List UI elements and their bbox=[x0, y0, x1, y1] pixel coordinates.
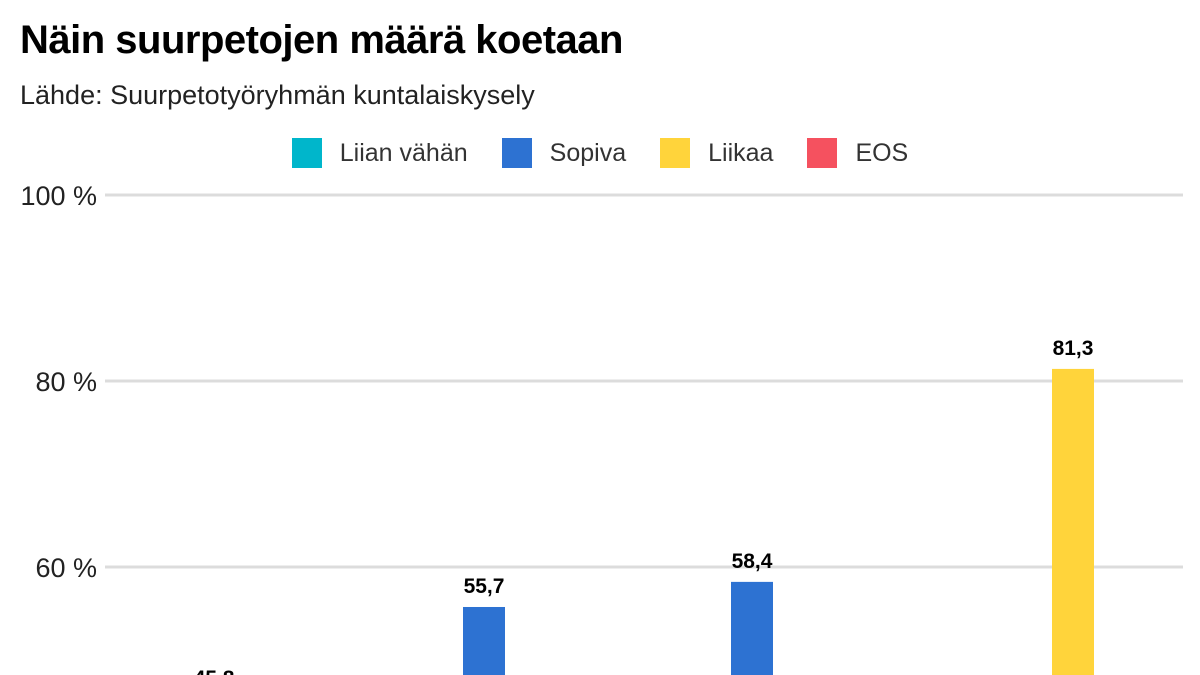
legend-label-eos: EOS bbox=[855, 138, 909, 167]
y-tick-label: 100 % bbox=[20, 181, 97, 211]
legend-swatch-sopiva bbox=[501, 138, 532, 168]
legend-item-eos: EOS bbox=[807, 138, 908, 168]
bar-value-label: 81,3 bbox=[1053, 337, 1094, 360]
bar bbox=[463, 606, 505, 675]
bar-value-label: 45,8 bbox=[194, 667, 235, 675]
chart-title: Näin suurpetojen määrä koetaan bbox=[20, 18, 623, 62]
y-tick-label: 60 % bbox=[35, 553, 97, 583]
legend-label-sopiva: Sopiva bbox=[549, 138, 627, 167]
legend-item-liian-vahan: Liian vähän bbox=[291, 138, 468, 168]
legend-label-liian-vahan: Liian vähän bbox=[339, 138, 468, 167]
legend-label-liikaa: Liikaa bbox=[708, 138, 774, 167]
bar-value-label: 58,4 bbox=[732, 550, 773, 573]
legend-swatch-liikaa bbox=[660, 138, 691, 168]
bar-value-label: 55,7 bbox=[464, 575, 505, 598]
bar bbox=[731, 581, 773, 675]
bar bbox=[1052, 368, 1094, 675]
legend-item-sopiva: Sopiva bbox=[501, 138, 627, 168]
y-tick-label: 80 % bbox=[35, 367, 97, 397]
chart-legend: Liian vähän Sopiva Liikaa EOS bbox=[0, 138, 1200, 168]
legend-item-liikaa: Liikaa bbox=[660, 138, 773, 168]
legend-swatch-liian-vahan bbox=[291, 138, 322, 168]
legend-swatch-eos bbox=[807, 138, 838, 168]
chart-subtitle: Lähde: Suurpetotyöryhmän kuntalaiskysely bbox=[20, 80, 535, 110]
